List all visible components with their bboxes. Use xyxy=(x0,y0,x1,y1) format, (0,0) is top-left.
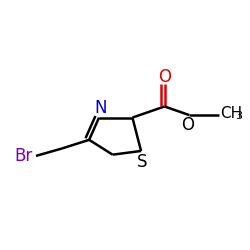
Text: CH: CH xyxy=(220,106,242,121)
Text: O: O xyxy=(182,116,194,134)
Text: S: S xyxy=(137,153,147,171)
Text: N: N xyxy=(94,99,106,117)
Text: 3: 3 xyxy=(235,111,242,121)
Text: O: O xyxy=(158,68,171,86)
Text: Br: Br xyxy=(14,147,32,165)
